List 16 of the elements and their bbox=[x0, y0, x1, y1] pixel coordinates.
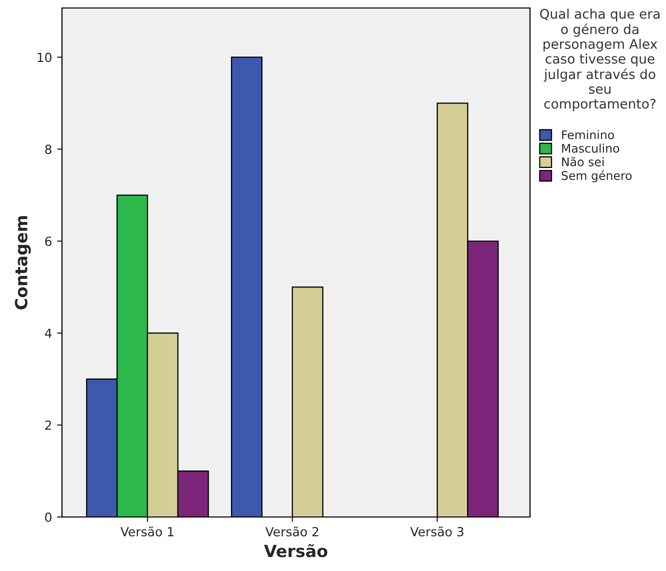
y-axis-title: Contagem bbox=[14, 216, 31, 310]
legend-label: Não sei bbox=[562, 156, 604, 166]
legend-title: Qual acha que era o género da personagem Alex caso tivesse que julgar através do seu comportamento? bbox=[540, 8, 660, 112]
y-tick-label: 2 bbox=[45, 420, 52, 430]
y-tick-label: 10 bbox=[38, 52, 52, 62]
legend-label: Sem género bbox=[562, 170, 632, 182]
x-tick-label: Versão 1 bbox=[120, 526, 174, 536]
y-tick-label: 6 bbox=[45, 236, 52, 246]
x-axis-title: Versão bbox=[264, 544, 328, 558]
y-tick-label: 8 bbox=[45, 144, 52, 154]
y-tick-label: 4 bbox=[44, 328, 52, 338]
y-tick-label: 0 bbox=[45, 512, 52, 522]
x-tick-label: Versão 3 bbox=[410, 526, 464, 536]
x-tick-label: Versão 2 bbox=[265, 526, 318, 536]
legend-label: Feminino bbox=[562, 130, 614, 140]
legend-label: Masculino bbox=[562, 144, 620, 153]
